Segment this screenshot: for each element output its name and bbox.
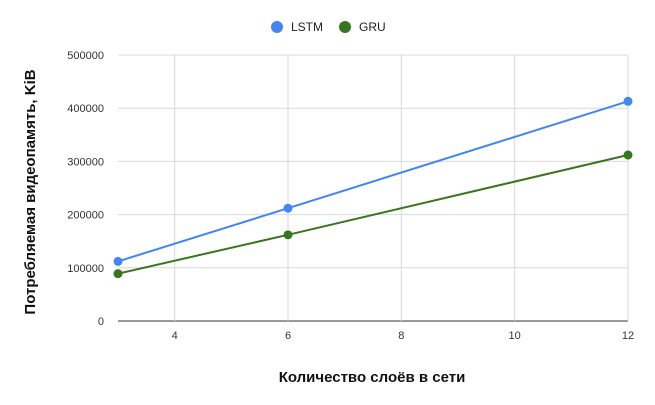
y-tick-label: 500000 bbox=[67, 50, 104, 62]
y-tick-label: 300000 bbox=[67, 156, 104, 168]
x-tick-label: 10 bbox=[509, 330, 521, 342]
x-axis-title: Количество слоёв в сети bbox=[279, 369, 466, 386]
data-point-gru bbox=[283, 230, 293, 240]
y-tick-label: 400000 bbox=[67, 103, 104, 115]
tick-labels: 0 100000 200000 300000 400000 500000 4 6 8 10 12 bbox=[67, 50, 634, 342]
series-layer bbox=[113, 96, 633, 279]
data-point-lstm bbox=[623, 96, 633, 106]
x-tick-label: 4 bbox=[172, 330, 178, 342]
x-tick-label: 12 bbox=[622, 330, 634, 342]
grid bbox=[118, 54, 629, 322]
data-point-lstm bbox=[283, 203, 293, 213]
y-tick-label: 200000 bbox=[67, 210, 104, 222]
legend-label-lstm: LSTM bbox=[291, 20, 323, 34]
y-axis-title: Потребляемая видеопамять, KiB bbox=[22, 69, 39, 314]
data-point-gru bbox=[623, 150, 633, 160]
x-tick-label: 6 bbox=[285, 330, 291, 342]
data-point-lstm bbox=[113, 256, 123, 266]
legend: LSTM GRU bbox=[271, 20, 386, 34]
data-point-gru bbox=[113, 269, 123, 279]
legend-label-gru: GRU bbox=[359, 20, 386, 34]
x-tick-label: 8 bbox=[398, 330, 404, 342]
y-tick-label: 0 bbox=[98, 316, 104, 328]
y-tick-label: 100000 bbox=[67, 263, 104, 275]
legend-marker-lstm bbox=[271, 21, 283, 33]
legend-marker-gru bbox=[339, 21, 351, 33]
series-line-lstm bbox=[117, 100, 629, 263]
